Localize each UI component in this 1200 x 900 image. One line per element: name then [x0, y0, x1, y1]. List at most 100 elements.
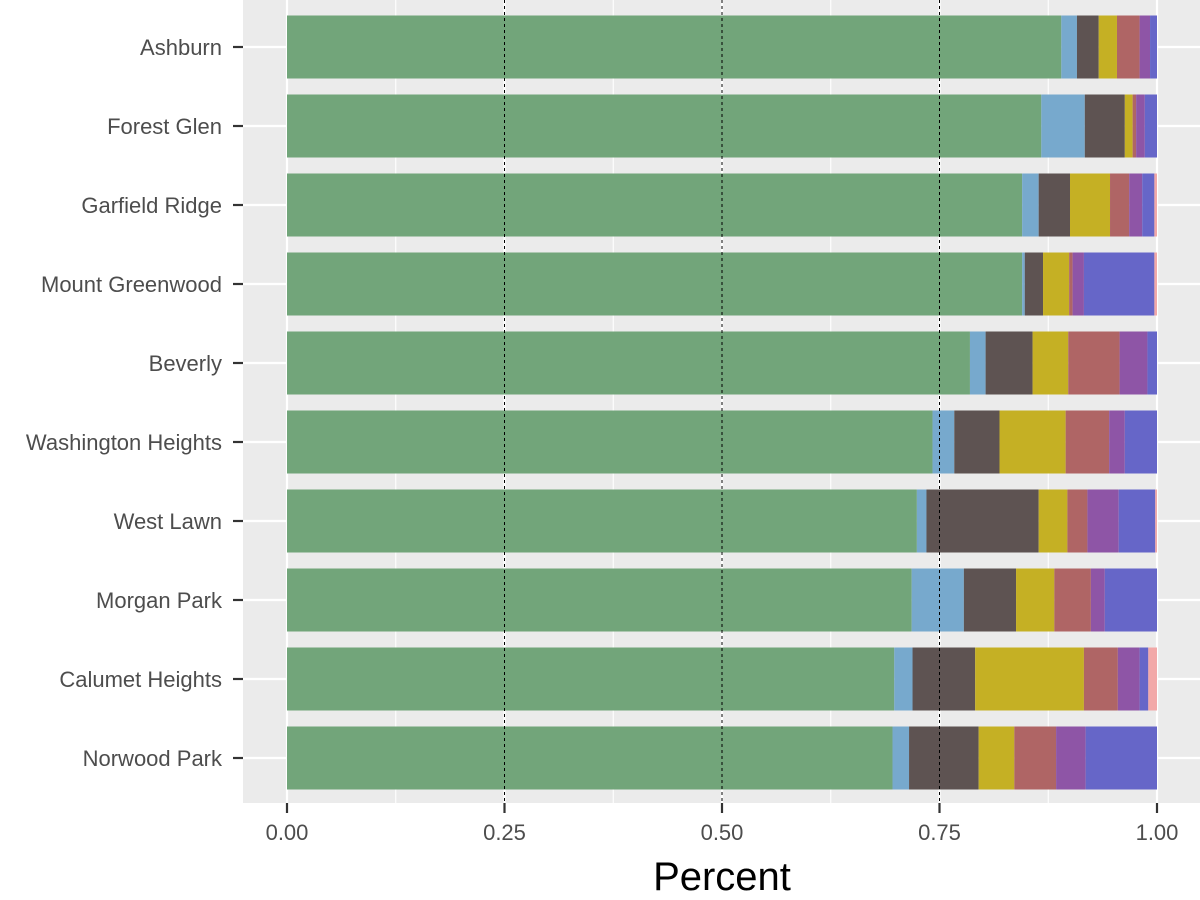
- bar-segment: [985, 331, 1033, 395]
- bar-segment: [1124, 410, 1157, 474]
- category-label: Washington Heights: [26, 430, 222, 455]
- bar-segment: [1084, 94, 1125, 158]
- bar-row-ashburn: [287, 15, 1157, 79]
- bar-segment: [1150, 15, 1157, 79]
- bar-row-washington-heights: [287, 410, 1157, 474]
- category-label: Calumet Heights: [59, 667, 222, 692]
- bar-segment: [1148, 647, 1157, 711]
- bar-segment: [1085, 726, 1157, 790]
- bar-segment: [911, 568, 964, 632]
- bar-segment: [1142, 173, 1155, 237]
- bar-row-forest-glen: [287, 94, 1157, 158]
- x-tick-label: 0.00: [266, 820, 309, 845]
- bar-segment: [1116, 15, 1140, 79]
- bar-segment: [892, 726, 910, 790]
- bars: [287, 15, 1157, 790]
- bar-segment: [1056, 726, 1086, 790]
- bar-row-mount-greenwood: [287, 252, 1157, 316]
- bar-segment: [1065, 410, 1110, 474]
- bar-segment: [1098, 15, 1117, 79]
- bar-segment: [1155, 489, 1157, 553]
- bar-row-calumet-heights: [287, 647, 1157, 711]
- bar-segment: [1024, 252, 1044, 316]
- x-axis: 0.00 0.25 0.50 0.75 1.00: [266, 803, 1179, 845]
- bar-segment: [1061, 15, 1077, 79]
- category-label: Mount Greenwood: [41, 272, 222, 297]
- bar-segment: [1129, 173, 1143, 237]
- bar-segment: [1016, 568, 1055, 632]
- bar-segment: [287, 94, 1042, 158]
- bar-segment: [287, 410, 933, 474]
- bar-row-morgan-park: [287, 568, 1157, 632]
- bar-segment: [1076, 15, 1099, 79]
- bar-segment: [287, 331, 970, 395]
- bar-segment: [1054, 568, 1091, 632]
- category-label: Forest Glen: [107, 114, 222, 139]
- category-label: Ashburn: [140, 35, 222, 60]
- bar-segment: [1109, 410, 1125, 474]
- reference-lines: [504, 0, 940, 803]
- category-label: Norwood Park: [83, 746, 223, 771]
- bar-segment: [1154, 173, 1157, 237]
- x-tick-label: 1.00: [1136, 820, 1179, 845]
- bar-segment: [909, 726, 979, 790]
- bar-segment: [1117, 647, 1140, 711]
- bar-segment: [1119, 331, 1148, 395]
- bar-segment: [1087, 489, 1119, 553]
- bar-segment: [1070, 173, 1111, 237]
- bar-segment: [978, 726, 1015, 790]
- bar-segment: [287, 726, 893, 790]
- bar-row-garfield-ridge: [287, 173, 1157, 237]
- bar-row-west-lawn: [287, 489, 1157, 553]
- bar-row-beverly: [287, 331, 1157, 395]
- bar-segment: [932, 410, 955, 474]
- bar-segment: [1110, 173, 1130, 237]
- x-tick-label: 0.25: [483, 820, 526, 845]
- x-tick-label: 0.75: [918, 820, 961, 845]
- bar-segment: [1139, 15, 1151, 79]
- bar-segment: [1038, 173, 1070, 237]
- bar-segment: [1104, 568, 1157, 632]
- category-label: Morgan Park: [96, 588, 223, 613]
- bar-segment: [999, 410, 1066, 474]
- bar-segment: [1038, 489, 1068, 553]
- bar-segment: [1069, 252, 1073, 316]
- category-label: Beverly: [149, 351, 222, 376]
- bar-segment: [1118, 489, 1156, 553]
- bar-segment: [912, 647, 976, 711]
- bar-segment: [916, 489, 927, 553]
- bar-segment: [1154, 252, 1157, 316]
- bar-segment: [287, 252, 1023, 316]
- bar-segment: [1132, 94, 1137, 158]
- x-tick-label: 0.50: [701, 820, 744, 845]
- y-axis: Ashburn Forest Glen Garfield Ridge Mount Gr…: [26, 35, 243, 771]
- bar-segment: [1041, 94, 1085, 158]
- category-label: West Lawn: [114, 509, 222, 534]
- bar-segment: [1022, 252, 1025, 316]
- bar-segment: [954, 410, 1000, 474]
- bar-segment: [287, 647, 895, 711]
- bar-segment: [1043, 252, 1070, 316]
- bar-segment: [1136, 94, 1145, 158]
- bar-segment: [1032, 331, 1069, 395]
- bar-segment: [969, 331, 986, 395]
- bar-segment: [287, 15, 1062, 79]
- bar-segment: [1067, 489, 1088, 553]
- bar-segment: [1068, 331, 1120, 395]
- bar-segment: [926, 489, 1039, 553]
- bar-segment: [287, 568, 912, 632]
- bar-segment: [1139, 647, 1149, 711]
- bar-segment: [963, 568, 1017, 632]
- bar-segment: [1124, 94, 1133, 158]
- bar-segment: [1090, 568, 1105, 632]
- bar-segment: [287, 173, 1023, 237]
- bar-segment: [1022, 173, 1039, 237]
- bar-segment: [1072, 252, 1084, 316]
- category-label: Garfield Ridge: [81, 193, 222, 218]
- bar-segment: [1083, 252, 1155, 316]
- bar-row-norwood-park: [287, 726, 1157, 790]
- bar-segment: [287, 489, 917, 553]
- bar-segment: [975, 647, 1084, 711]
- bar-segment: [1083, 647, 1118, 711]
